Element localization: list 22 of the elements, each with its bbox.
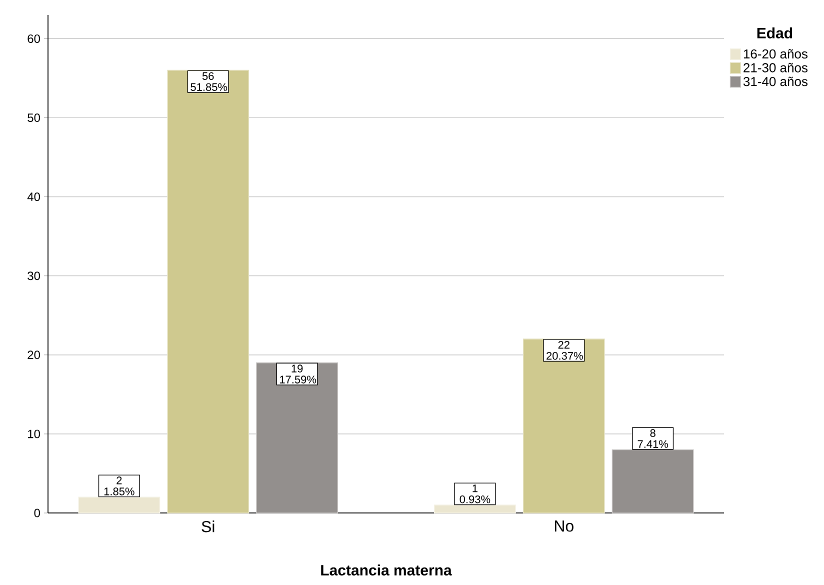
bar bbox=[522, 338, 605, 514]
data-label: 2 1.85% bbox=[104, 476, 134, 496]
data-label: 8 7.41% bbox=[638, 429, 668, 448]
x-tick-label: Si bbox=[202, 520, 214, 532]
y-tick-label: 10 bbox=[28, 430, 40, 438]
data-label: 56 51.85% bbox=[190, 72, 228, 91]
bar bbox=[167, 70, 250, 514]
data-label: 19 17.59% bbox=[280, 364, 316, 384]
data-label: 1 0.93% bbox=[460, 484, 490, 504]
x-tick-label: No bbox=[554, 520, 574, 532]
y-tick-label: 20 bbox=[28, 350, 40, 360]
legend-label: 16-20 años bbox=[744, 49, 808, 59]
y-tick-label: 60 bbox=[28, 34, 40, 43]
y-tick-label: 0 bbox=[34, 508, 40, 518]
y-tick-label: 40 bbox=[27, 192, 40, 202]
data-label: 22 20.37% bbox=[546, 340, 583, 360]
x-axis-title: Lactancia materna bbox=[321, 564, 452, 576]
legend-label: 21-30 años bbox=[744, 62, 808, 72]
legend-title: Edad bbox=[757, 27, 792, 38]
y-tick-label: 30 bbox=[28, 272, 40, 280]
y-tick-label: 50 bbox=[28, 114, 40, 122]
legend-label: 31-40 años bbox=[743, 76, 808, 86]
